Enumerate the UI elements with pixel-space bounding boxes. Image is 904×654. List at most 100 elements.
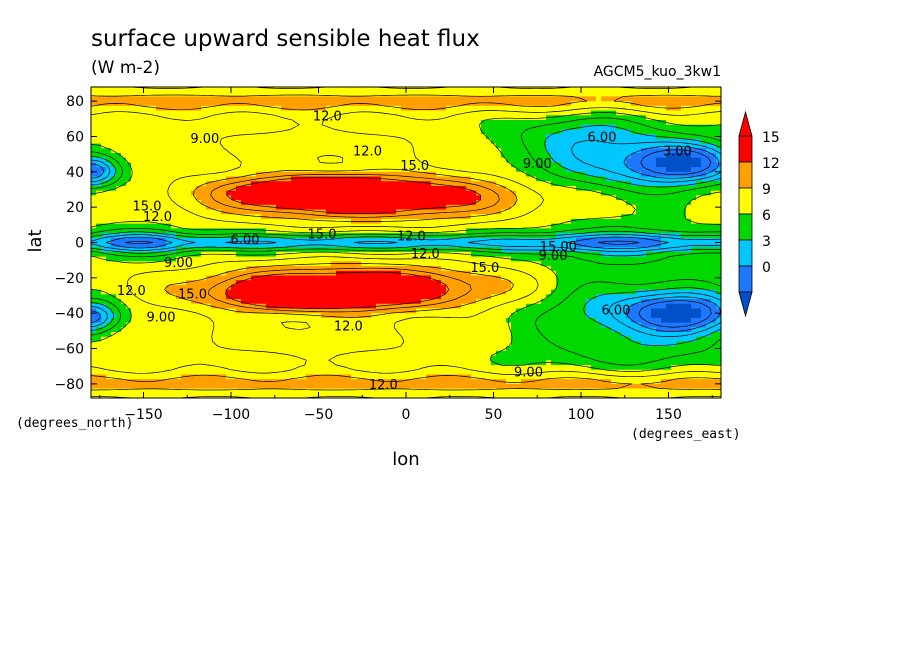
field-cell — [111, 96, 117, 102]
field-cell — [261, 138, 267, 145]
field-cell — [716, 185, 721, 192]
field-cell — [666, 266, 672, 272]
field-cell — [176, 87, 182, 93]
field-cell — [356, 185, 362, 192]
field-cell — [246, 247, 252, 253]
field-cell — [636, 228, 642, 234]
field-cell — [481, 87, 487, 93]
field-cell — [331, 157, 337, 163]
field-cell — [556, 119, 562, 126]
field-cell — [141, 228, 147, 234]
field-cell — [146, 237, 152, 244]
field-cell — [291, 176, 297, 182]
field-cell — [566, 200, 572, 206]
field-cell — [331, 209, 337, 215]
field-cell — [666, 247, 672, 253]
field-cell — [531, 237, 537, 244]
field-cell — [336, 129, 342, 135]
field-cell — [206, 124, 212, 131]
field-cell — [641, 261, 647, 267]
field-cell — [326, 129, 332, 135]
field-cell — [146, 266, 152, 272]
field-cell — [506, 148, 512, 154]
field-cell — [356, 115, 362, 121]
field-cell — [116, 256, 122, 262]
field-cell — [271, 233, 277, 239]
field-cell — [646, 96, 652, 102]
field-cell — [201, 167, 207, 173]
field-cell — [201, 96, 207, 102]
field-cell — [641, 214, 647, 220]
field-cell — [231, 105, 237, 112]
field-cell — [331, 91, 337, 98]
field-cell — [191, 101, 197, 107]
field-cell — [551, 162, 557, 168]
field-cell — [496, 101, 502, 107]
field-cell — [241, 223, 247, 229]
field-cell — [451, 223, 457, 229]
field-cell — [186, 233, 192, 239]
field-cell — [201, 261, 207, 267]
field-cell — [596, 148, 602, 154]
field-cell — [466, 266, 472, 272]
field-cell — [211, 228, 217, 234]
field-cell — [316, 162, 322, 168]
field-cell — [611, 143, 617, 149]
field-cell — [306, 105, 312, 112]
field-cell — [526, 171, 532, 178]
field-cell — [371, 176, 377, 182]
field-cell — [331, 190, 337, 196]
field-cell — [211, 200, 217, 206]
field-cell — [271, 167, 277, 173]
field-cell — [156, 129, 162, 135]
field-cell — [586, 119, 592, 126]
field-cell — [591, 242, 597, 248]
field-cell — [161, 181, 167, 187]
field-cell — [141, 134, 147, 140]
field-cell — [131, 167, 137, 173]
field-cell — [131, 101, 137, 107]
field-cell — [391, 195, 397, 201]
field-cell — [321, 251, 327, 258]
field-cell — [671, 96, 677, 102]
field-cell — [691, 190, 697, 196]
field-cell — [151, 162, 157, 168]
field-cell — [311, 124, 317, 131]
field-cell — [701, 266, 707, 272]
field-cell — [381, 209, 387, 215]
field-cell — [296, 190, 302, 196]
field-cell — [581, 101, 587, 107]
field-cell — [601, 167, 607, 173]
field-cell — [361, 190, 367, 196]
field-cell — [696, 162, 702, 168]
field-cell — [181, 218, 187, 225]
field-cell — [711, 176, 717, 182]
field-cell — [281, 129, 287, 135]
field-cell — [491, 105, 497, 112]
field-cell — [231, 134, 237, 140]
field-cell — [216, 171, 222, 178]
field-cell — [401, 181, 407, 187]
field-cell — [531, 214, 537, 220]
field-cell — [121, 209, 127, 215]
field-cell — [291, 134, 297, 140]
field-cell — [136, 176, 142, 182]
field-cell — [511, 223, 517, 229]
field-cell — [426, 247, 432, 253]
field-cell — [461, 143, 467, 149]
field-cell — [706, 195, 712, 201]
field-cell — [531, 143, 537, 149]
field-cell — [116, 162, 122, 168]
field-cell — [571, 134, 577, 140]
field-cell — [636, 242, 642, 248]
field-cell — [131, 209, 137, 215]
field-cell — [176, 242, 182, 248]
field-cell — [106, 167, 112, 173]
field-cell — [496, 124, 502, 131]
field-cell — [186, 195, 192, 201]
field-cell — [366, 200, 372, 206]
field-cell — [686, 237, 692, 244]
field-cell — [276, 195, 282, 201]
field-cell — [226, 162, 232, 168]
field-cell — [346, 87, 352, 93]
